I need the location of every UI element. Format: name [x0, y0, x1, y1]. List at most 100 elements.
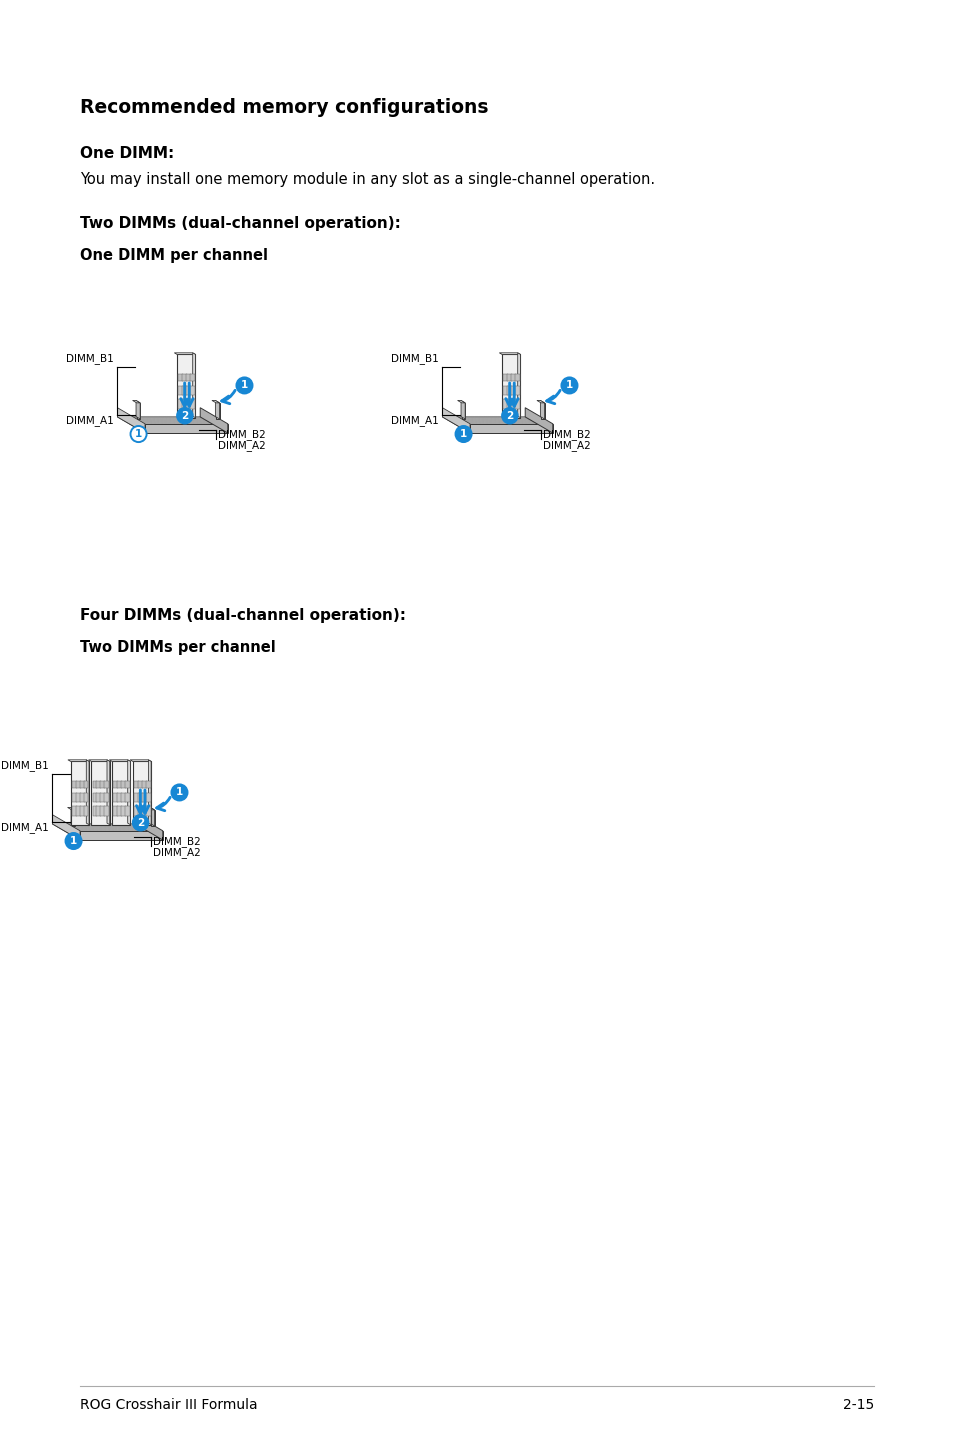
Text: 1: 1: [70, 835, 77, 846]
Polygon shape: [125, 781, 130, 788]
Polygon shape: [121, 807, 126, 815]
Polygon shape: [130, 759, 151, 762]
Polygon shape: [457, 400, 465, 403]
Text: 2: 2: [181, 411, 189, 421]
Text: DIMM_B1: DIMM_B1: [66, 352, 113, 364]
Text: DIMM_A2: DIMM_A2: [218, 440, 266, 450]
Text: 1: 1: [459, 429, 467, 439]
Polygon shape: [92, 781, 97, 788]
Circle shape: [132, 815, 149, 831]
Polygon shape: [525, 408, 552, 433]
Text: 2: 2: [137, 818, 144, 828]
Polygon shape: [507, 374, 512, 381]
Polygon shape: [80, 807, 85, 815]
Polygon shape: [442, 417, 552, 433]
Polygon shape: [146, 792, 151, 802]
Polygon shape: [112, 762, 131, 824]
Polygon shape: [190, 385, 194, 394]
Polygon shape: [128, 759, 131, 824]
Text: Recommended memory configurations: Recommended memory configurations: [80, 98, 488, 116]
Polygon shape: [136, 403, 140, 418]
Text: Four DIMMs (dual-channel operation):: Four DIMMs (dual-channel operation):: [80, 608, 406, 623]
Polygon shape: [71, 810, 75, 825]
Polygon shape: [117, 807, 122, 815]
Polygon shape: [132, 400, 140, 403]
Polygon shape: [517, 352, 520, 417]
Polygon shape: [117, 781, 122, 788]
Polygon shape: [125, 792, 130, 802]
Polygon shape: [461, 403, 465, 418]
Polygon shape: [84, 781, 89, 788]
Polygon shape: [177, 354, 195, 417]
Polygon shape: [104, 792, 109, 802]
Polygon shape: [84, 807, 89, 815]
Text: One DIMM per channel: One DIMM per channel: [80, 247, 268, 263]
Polygon shape: [190, 374, 194, 381]
Polygon shape: [132, 762, 151, 824]
Polygon shape: [149, 759, 151, 824]
Polygon shape: [89, 759, 110, 762]
Polygon shape: [107, 759, 110, 824]
Polygon shape: [138, 792, 143, 802]
Text: DIMM_B1: DIMM_B1: [391, 352, 438, 364]
Polygon shape: [215, 400, 219, 418]
Polygon shape: [142, 807, 147, 815]
Polygon shape: [515, 374, 519, 381]
Polygon shape: [113, 792, 118, 802]
Polygon shape: [151, 810, 154, 825]
Polygon shape: [135, 815, 163, 840]
Polygon shape: [174, 352, 195, 354]
Polygon shape: [71, 808, 75, 825]
Text: DIMM_A1: DIMM_A1: [1, 823, 49, 833]
Text: 1: 1: [565, 381, 573, 391]
Polygon shape: [110, 759, 131, 762]
Text: DIMM_A2: DIMM_A2: [153, 847, 201, 857]
Circle shape: [455, 426, 471, 441]
Polygon shape: [147, 808, 154, 810]
Polygon shape: [113, 781, 118, 788]
Polygon shape: [145, 424, 228, 433]
Polygon shape: [151, 808, 154, 825]
Polygon shape: [470, 424, 552, 433]
Polygon shape: [104, 807, 109, 815]
Polygon shape: [182, 385, 187, 394]
Polygon shape: [511, 374, 516, 381]
Polygon shape: [117, 417, 228, 433]
Text: Two DIMMs per channel: Two DIMMs per channel: [80, 640, 275, 654]
Polygon shape: [121, 781, 126, 788]
Polygon shape: [503, 374, 508, 381]
Polygon shape: [75, 781, 81, 788]
Polygon shape: [503, 385, 508, 394]
Polygon shape: [133, 807, 139, 815]
Polygon shape: [80, 831, 163, 840]
Polygon shape: [71, 807, 76, 815]
Text: ROG Crosshair III Formula: ROG Crosshair III Formula: [80, 1398, 257, 1412]
Polygon shape: [96, 792, 101, 802]
Polygon shape: [540, 403, 544, 418]
Polygon shape: [507, 400, 512, 408]
Polygon shape: [84, 792, 89, 802]
Circle shape: [172, 784, 188, 801]
Polygon shape: [442, 408, 470, 433]
Polygon shape: [138, 781, 143, 788]
Polygon shape: [92, 792, 97, 802]
Polygon shape: [133, 781, 139, 788]
Text: DIMM_B2: DIMM_B2: [543, 430, 591, 440]
Polygon shape: [460, 400, 465, 418]
Polygon shape: [121, 792, 126, 802]
Polygon shape: [193, 352, 195, 417]
Polygon shape: [86, 759, 89, 824]
Polygon shape: [507, 385, 512, 394]
Polygon shape: [142, 781, 147, 788]
Text: You may install one memory module in any slot as a single-channel operation.: You may install one memory module in any…: [80, 173, 655, 187]
Polygon shape: [133, 792, 139, 802]
Text: DIMM_A1: DIMM_A1: [66, 416, 113, 426]
Polygon shape: [100, 807, 105, 815]
Polygon shape: [182, 400, 187, 408]
Polygon shape: [537, 400, 544, 403]
Polygon shape: [190, 400, 194, 408]
Polygon shape: [515, 400, 519, 408]
Text: DIMM_A2: DIMM_A2: [543, 440, 591, 450]
Text: One DIMM:: One DIMM:: [80, 147, 174, 161]
Polygon shape: [52, 824, 163, 840]
